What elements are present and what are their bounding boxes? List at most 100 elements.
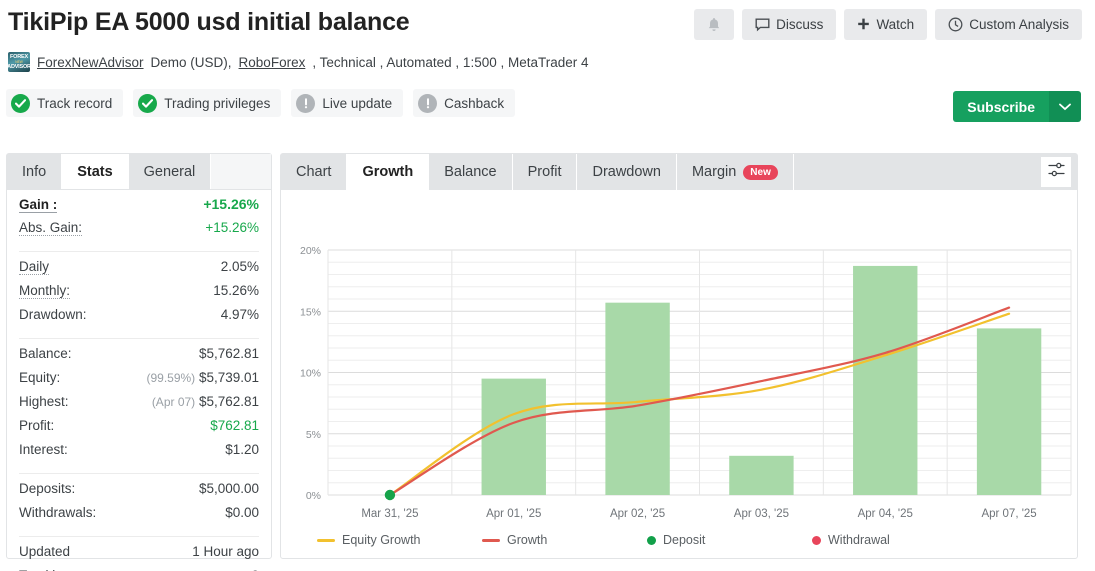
y-axis-tick-label: 10% [300, 368, 321, 380]
discuss-label: Discuss [776, 17, 824, 32]
stat-value: 2.05% [220, 259, 259, 274]
stat-value: +15.26% [205, 220, 259, 235]
stat-row-drawdown: Drawdown: 4.97% [19, 307, 259, 331]
tab-general[interactable]: General [128, 154, 212, 189]
x-axis-tick-label: Apr 03, '25 [734, 508, 789, 520]
status-badge-trading-privileges[interactable]: Trading privileges [133, 89, 282, 117]
stat-label[interactable]: Daily [19, 259, 50, 275]
stat-value: +15.26% [203, 196, 259, 212]
chart-bar[interactable] [976, 328, 1042, 495]
x-axis-tick-label: Apr 04, '25 [858, 508, 913, 520]
bell-icon [707, 17, 721, 33]
stat-value: $1.20 [225, 442, 259, 457]
legend-line-swatch [317, 538, 335, 542]
stat-value: (Apr 07) $5,762.81 [152, 394, 259, 409]
tab-margin-label: Margin [691, 164, 737, 180]
chart-line-growth[interactable] [388, 306, 1011, 497]
stat-value: $5,000.00 [198, 481, 259, 496]
tab-growth[interactable]: Growth [347, 154, 430, 190]
stats-list: Gain : +15.26% Abs. Gain: +15.26% Daily … [7, 190, 271, 571]
divider [19, 338, 259, 339]
status-badge-track-record[interactable]: Track record [6, 89, 124, 117]
legend-label: Deposit [663, 533, 706, 547]
stat-label[interactable]: Gain : [19, 197, 58, 213]
status-badge-cashback[interactable]: Cashback [413, 89, 516, 117]
divider [19, 473, 259, 474]
stat-label: Interest: [19, 442, 68, 457]
stat-label[interactable]: Abs. Gain: [19, 220, 83, 236]
stat-label[interactable]: Monthly: [19, 283, 71, 299]
stat-label: Tracking [19, 568, 70, 571]
custom-analysis-label: Custom Analysis [969, 17, 1069, 32]
divider [19, 251, 259, 252]
stat-label: Highest: [19, 394, 69, 409]
chart-legend: Equity Growth Growth Deposit Withdrawal [317, 533, 1057, 547]
y-axis-tick-label: 15% [300, 306, 321, 318]
stat-value: 0 [251, 568, 259, 571]
clock-icon [948, 17, 963, 32]
chart-card: Chart Growth Balance Profit Drawdown Mar… [280, 153, 1078, 559]
legend-item-equity-growth[interactable]: Equity Growth [317, 533, 482, 547]
stat-label: Withdrawals: [19, 505, 97, 520]
plus-icon [857, 18, 870, 31]
legend-item-deposit[interactable]: Deposit [647, 533, 812, 547]
y-axis-tick-label: 5% [306, 429, 321, 441]
stat-row-balance: Balance: $5,762.81 [19, 346, 259, 370]
x-axis-tick-label: Apr 02, '25 [610, 508, 665, 520]
divider [19, 536, 259, 537]
tab-stats[interactable]: Stats [62, 154, 129, 189]
stat-value: (99.59%) $5,739.01 [146, 370, 259, 385]
notifications-button[interactable] [694, 9, 735, 40]
stat-row-withdrawals: Withdrawals: $0.00 [19, 505, 259, 529]
stat-value-main: $5,762.81 [198, 394, 259, 409]
tab-margin[interactable]: Margin New [676, 154, 794, 190]
x-axis-tick-label: Apr 07, '25 [981, 508, 1036, 520]
tab-info[interactable]: Info [7, 154, 63, 189]
stat-row-monthly: Monthly: 15.26% [19, 283, 259, 307]
tab-profit[interactable]: Profit [512, 154, 578, 190]
chart-line-equity-growth[interactable] [388, 312, 1011, 497]
subscribe-button[interactable]: Subscribe [953, 91, 1049, 122]
legend-item-growth[interactable]: Growth [482, 533, 647, 547]
stat-value: 15.26% [213, 283, 259, 298]
status-badge-live-update[interactable]: Live update [291, 89, 404, 117]
page-header: TikiPip EA 5000 usd initial balance Disc… [0, 0, 1095, 132]
chart-bar[interactable] [481, 378, 546, 495]
check-circle-icon [11, 93, 30, 113]
broker-logo: FOREX NEW ADVISOR [8, 52, 30, 72]
chevron-down-icon[interactable] [1049, 91, 1081, 122]
tab-drawdown[interactable]: Drawdown [577, 154, 677, 190]
account-name-link[interactable]: ForexNewAdvisor [37, 54, 144, 70]
broker-link[interactable]: RoboForex [238, 54, 306, 70]
chart-svg[interactable]: 0% 5% 10% 15% 20% Mar 31, '25 Apr 01, '25 Apr 0… [281, 190, 1079, 559]
stat-row-tracking: Tracking 0 [19, 568, 259, 571]
chart-bar[interactable] [853, 265, 918, 495]
custom-analysis-button[interactable]: Custom Analysis [935, 9, 1082, 40]
discuss-button[interactable]: Discuss [742, 9, 837, 40]
check-circle-icon [138, 93, 158, 113]
legend-item-withdrawal[interactable]: Withdrawal [812, 533, 977, 547]
x-axis-tick-label: Mar 31, '25 [361, 508, 418, 520]
stat-label: Profit: [19, 418, 55, 433]
chart-bar[interactable] [729, 455, 794, 495]
chart-settings-button[interactable] [1041, 157, 1071, 187]
subscribe-button-group[interactable]: Subscribe [953, 91, 1081, 122]
legend-dot-swatch [812, 535, 821, 545]
tab-chart[interactable]: Chart [281, 154, 348, 190]
stat-label: Balance: [19, 346, 72, 361]
sliders-icon [1047, 160, 1066, 184]
tab-balance[interactable]: Balance [429, 154, 513, 190]
chart-bar[interactable] [605, 302, 670, 495]
stat-row-equity: Equity: (99.59%) $5,739.01 [19, 370, 259, 394]
stat-label: Deposits: [19, 481, 76, 496]
header-actions: Discuss Watch Custom Analysis [694, 9, 1082, 40]
legend-dot-swatch [647, 535, 656, 545]
stat-label: Equity: [19, 370, 61, 385]
stat-row-abs-gain: Abs. Gain: +15.26% [19, 220, 259, 244]
stat-row-gain: Gain : +15.26% [19, 196, 259, 220]
chart-marker-deposit[interactable] [384, 489, 396, 501]
chat-icon [755, 18, 770, 32]
status-badges: Track record Trading privileges Live upd… [6, 89, 516, 117]
watch-button[interactable]: Watch [844, 9, 928, 40]
growth-chart: 0% 5% 10% 15% 20% Mar 31, '25 Apr 01, '25 Apr 0… [281, 190, 1079, 559]
